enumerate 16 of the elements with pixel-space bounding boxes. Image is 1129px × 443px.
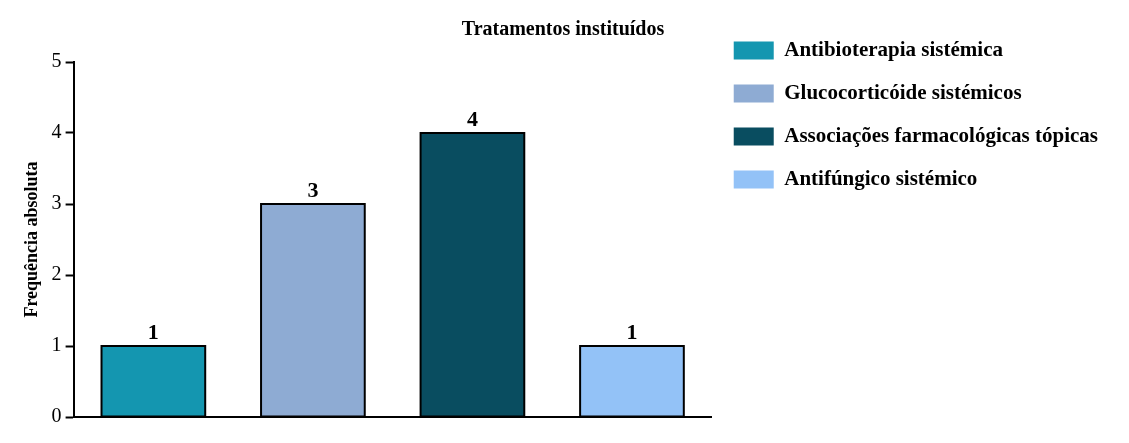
data-label: 1 (147, 318, 159, 344)
y-tick-label: 1 (51, 333, 62, 356)
legend-label: Associações farmacológicas tópicas (784, 122, 1099, 147)
chart-title: Tratamentos instituídos (461, 17, 665, 40)
data-label: 1 (626, 318, 638, 344)
legend-label: Antifúngico sistémico (784, 165, 978, 190)
y-tick-label: 3 (51, 191, 62, 214)
legend-label: Antibioterapia sistémica (784, 36, 1004, 61)
y-tick-label: 0 (51, 404, 62, 427)
y-tick-label: 5 (51, 49, 62, 72)
data-label: 3 (307, 176, 319, 202)
y-tick-label: 4 (51, 120, 62, 143)
y-tick-label: 2 (51, 262, 62, 285)
y-axis-title: Frequência absoluta (21, 161, 42, 318)
data-label: 4 (466, 105, 478, 131)
legend-label: Glucocorticóide sistémicos (784, 79, 1022, 104)
